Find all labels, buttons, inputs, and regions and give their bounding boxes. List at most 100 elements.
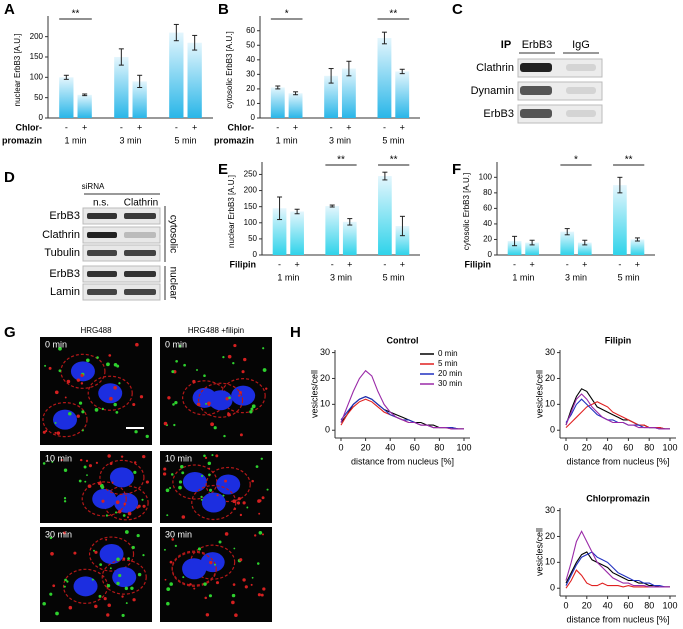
vesicle bbox=[258, 530, 263, 535]
vesicle bbox=[44, 364, 47, 367]
vesicle bbox=[200, 498, 203, 501]
vesicle bbox=[209, 560, 213, 565]
vesicle bbox=[238, 390, 242, 394]
vesicle bbox=[205, 613, 210, 617]
vesicle bbox=[80, 373, 84, 377]
band bbox=[520, 63, 552, 72]
treatment-sign: - bbox=[278, 259, 281, 269]
row-label: Clathrin bbox=[476, 62, 514, 74]
band bbox=[124, 213, 156, 219]
vesicle bbox=[258, 512, 261, 515]
vesicle bbox=[83, 465, 87, 469]
vesicle bbox=[250, 583, 253, 586]
panel-letter: E bbox=[218, 161, 228, 178]
vesicle bbox=[42, 462, 46, 465]
category-label: 1 min bbox=[276, 135, 298, 145]
vesicle bbox=[181, 515, 186, 519]
y-tick-label: 80 bbox=[483, 188, 492, 197]
x-axis-label: distance from nucleus [%] bbox=[351, 456, 454, 466]
series-line bbox=[565, 551, 670, 588]
ip-label: IP bbox=[501, 39, 511, 51]
vesicle bbox=[215, 454, 219, 458]
time-label: 30 min bbox=[165, 529, 192, 539]
vesicle bbox=[45, 429, 48, 433]
vesicle bbox=[225, 397, 229, 401]
vesicle bbox=[80, 382, 84, 385]
vesicle bbox=[200, 495, 203, 499]
y-tick-label: 10 bbox=[545, 399, 555, 409]
vesicle bbox=[91, 578, 94, 581]
series-line bbox=[565, 393, 670, 430]
y-tick-label: 30 bbox=[545, 505, 555, 515]
vesicle bbox=[250, 407, 254, 411]
x-tick-label: 60 bbox=[623, 442, 633, 452]
band bbox=[124, 289, 156, 295]
time-label: 0 min bbox=[45, 339, 67, 349]
bar bbox=[577, 242, 592, 255]
vesicle bbox=[251, 576, 254, 579]
vesicle bbox=[130, 586, 134, 591]
y-tick-label: 0 bbox=[550, 425, 555, 435]
cell-outline bbox=[87, 375, 133, 411]
x-axis-label: distance from nucleus [%] bbox=[566, 614, 669, 624]
fraction-label: nuclear bbox=[167, 267, 178, 300]
nucleus bbox=[216, 474, 241, 495]
bar bbox=[59, 77, 74, 118]
treatment-sign: + bbox=[347, 259, 352, 269]
y-tick-label: 60 bbox=[483, 204, 492, 213]
band bbox=[87, 271, 117, 277]
vesicle bbox=[169, 486, 172, 490]
vesicle bbox=[62, 531, 66, 535]
vesicle bbox=[256, 562, 260, 565]
vesicle bbox=[86, 358, 90, 363]
cell-outline bbox=[191, 484, 237, 521]
x-tick-label: 100 bbox=[662, 442, 677, 452]
bar bbox=[395, 226, 410, 255]
vesicle bbox=[121, 613, 125, 618]
vesicle bbox=[178, 485, 182, 490]
bar bbox=[342, 221, 357, 255]
time-label: 30 min bbox=[45, 529, 72, 539]
vesicle bbox=[257, 593, 261, 597]
y-axis-label: cytosolic ErbB3 [A.U.] bbox=[462, 173, 471, 250]
blot-strip bbox=[82, 226, 161, 244]
vesicle bbox=[114, 511, 118, 514]
vesicle bbox=[97, 481, 102, 486]
vesicle bbox=[183, 363, 186, 367]
y-tick-label: 100 bbox=[30, 72, 44, 81]
vesicle bbox=[94, 408, 99, 412]
y-tick-label: 0 bbox=[488, 250, 493, 259]
vesicle bbox=[108, 354, 112, 357]
treatment-sign: - bbox=[383, 122, 386, 132]
bar bbox=[114, 56, 129, 118]
vesicle bbox=[78, 401, 83, 405]
vesicle bbox=[178, 480, 183, 484]
vesicle bbox=[232, 361, 235, 365]
treatment-sign: - bbox=[383, 259, 386, 269]
vesicle bbox=[167, 396, 171, 400]
band bbox=[566, 87, 596, 94]
y-tick-label: 10 bbox=[246, 99, 255, 108]
treatment-label: Chlor- bbox=[228, 122, 255, 132]
vesicle bbox=[175, 359, 178, 363]
vesicle bbox=[239, 558, 243, 562]
vesicle bbox=[165, 488, 170, 493]
vesicle bbox=[266, 488, 269, 491]
x-tick-label: 40 bbox=[603, 442, 613, 452]
vesicle bbox=[255, 465, 259, 469]
category-label: 3 min bbox=[330, 272, 352, 282]
category-label: 1 min bbox=[277, 272, 299, 282]
vesicle bbox=[94, 550, 98, 554]
vesicle bbox=[166, 587, 171, 591]
vesicle bbox=[98, 594, 102, 598]
treatment-sign: - bbox=[618, 259, 621, 269]
vesicle bbox=[127, 557, 130, 561]
vesicle bbox=[88, 464, 93, 468]
significance-label: * bbox=[574, 155, 578, 166]
vesicle bbox=[203, 374, 206, 378]
vesicle bbox=[118, 509, 122, 514]
vesicle bbox=[84, 480, 87, 483]
nucleus bbox=[208, 390, 233, 411]
vesicle bbox=[244, 585, 248, 589]
vesicle bbox=[189, 583, 192, 586]
